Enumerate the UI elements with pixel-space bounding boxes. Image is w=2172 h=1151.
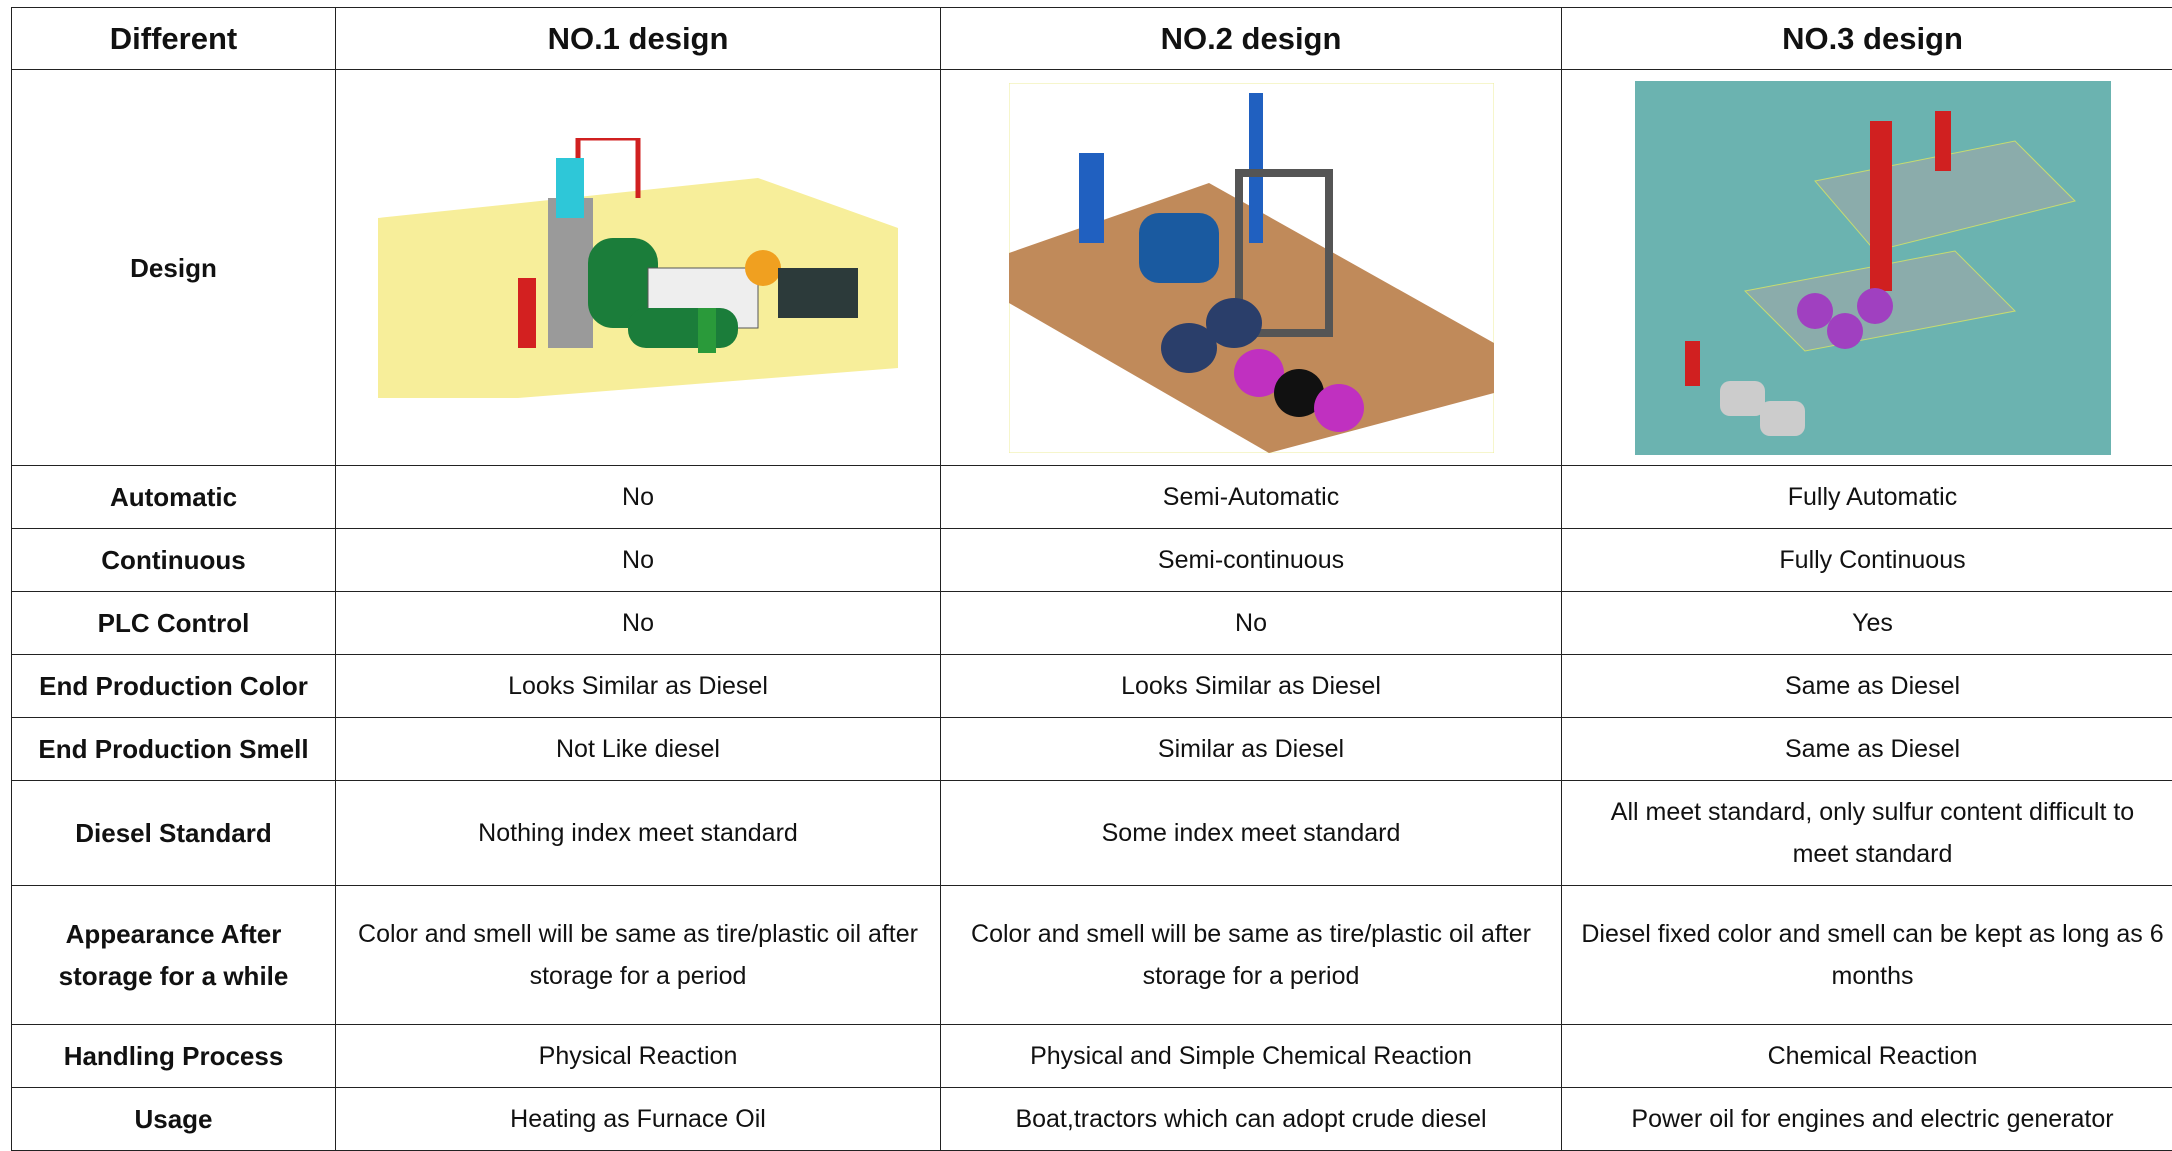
header-cell: NO.3 design	[1562, 8, 2172, 70]
cell: No	[336, 592, 941, 655]
comparison-table: Different NO.1 design NO.2 design NO.3 d…	[11, 7, 2172, 1151]
cell: Color and smell will be same as tire/pla…	[336, 886, 941, 1025]
cell: Nothing index meet standard	[336, 781, 941, 886]
design-image	[1009, 83, 1494, 453]
cell: Semi-continuous	[941, 529, 1562, 592]
cell: Boat,tractors which can adopt crude dies…	[941, 1088, 1562, 1151]
cell: No	[336, 466, 941, 529]
row-label: End Production Color	[12, 655, 336, 718]
cell: Yes	[1562, 592, 2172, 655]
row-label: Automatic	[12, 466, 336, 529]
design-image-cell	[941, 70, 1562, 466]
cell: Fully Continuous	[1562, 529, 2172, 592]
cell: Not Like diesel	[336, 718, 941, 781]
row-label: Continuous	[12, 529, 336, 592]
design-image-cell	[1562, 70, 2172, 466]
design-row: Design	[12, 70, 2172, 466]
cell: Physical Reaction	[336, 1025, 941, 1088]
cell: Looks Similar as Diesel	[941, 655, 1562, 718]
cell: Color and smell will be same as tire/pla…	[941, 886, 1562, 1025]
cell: Fully Automatic	[1562, 466, 2172, 529]
row-label: Design	[12, 70, 336, 466]
design-image	[1635, 81, 2111, 455]
design-image	[378, 138, 898, 398]
row-label: Appearance After storage for a while	[12, 886, 336, 1025]
header-row: Different NO.1 design NO.2 design NO.3 d…	[12, 8, 2172, 70]
row-label: End Production Smell	[12, 718, 336, 781]
row-label: Usage	[12, 1088, 336, 1151]
cell: All meet standard, only sulfur content d…	[1562, 781, 2172, 886]
cell: Looks Similar as Diesel	[336, 655, 941, 718]
cell: Diesel fixed color and smell can be kept…	[1562, 886, 2172, 1025]
row-label: PLC Control	[12, 592, 336, 655]
cell: No	[941, 592, 1562, 655]
cell: Power oil for engines and electric gener…	[1562, 1088, 2172, 1151]
header-cell: NO.1 design	[336, 8, 941, 70]
cell: Heating as Furnace Oil	[336, 1088, 941, 1151]
cell: Same as Diesel	[1562, 718, 2172, 781]
cell: No	[336, 529, 941, 592]
header-cell: NO.2 design	[941, 8, 1562, 70]
header-cell: Different	[12, 8, 336, 70]
cell: Same as Diesel	[1562, 655, 2172, 718]
cell: Similar as Diesel	[941, 718, 1562, 781]
cell: Semi-Automatic	[941, 466, 1562, 529]
cell: Chemical Reaction	[1562, 1025, 2172, 1088]
design-image-cell	[336, 70, 941, 466]
row-label: Diesel Standard	[12, 781, 336, 886]
cell: Physical and Simple Chemical Reaction	[941, 1025, 1562, 1088]
row-label: Handling Process	[12, 1025, 336, 1088]
cell: Some index meet standard	[941, 781, 1562, 886]
